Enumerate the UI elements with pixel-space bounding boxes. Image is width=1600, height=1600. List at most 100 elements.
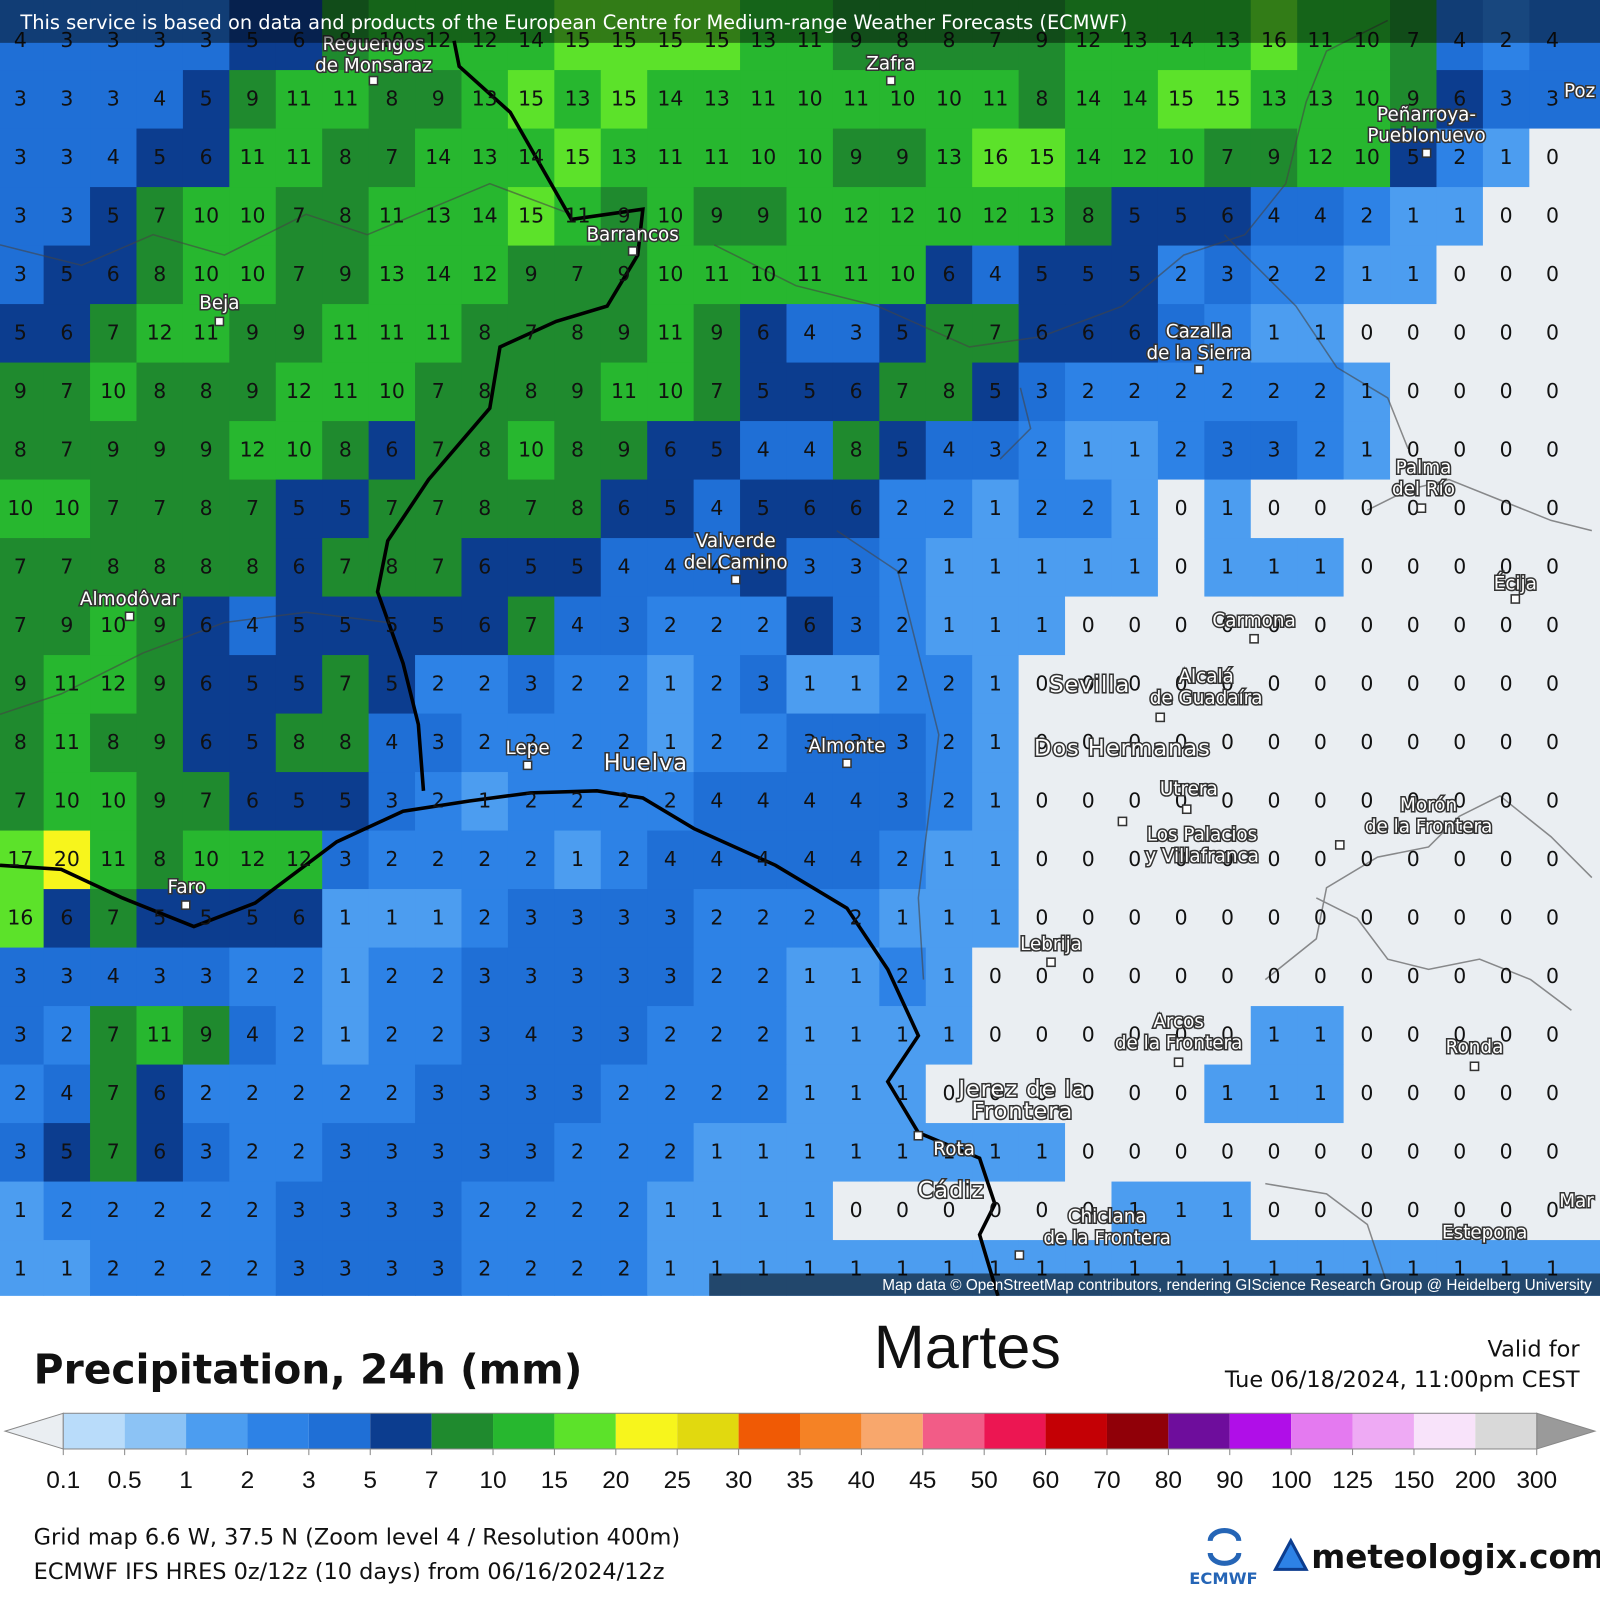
legend-box	[1229, 1413, 1292, 1449]
cell-value: 5	[292, 613, 305, 637]
cell-value: 2	[385, 1081, 398, 1105]
cell	[1065, 713, 1112, 773]
cell	[43, 479, 91, 539]
cell	[600, 1240, 648, 1296]
legend-label: 125	[1332, 1467, 1373, 1494]
cell-value: 10	[7, 496, 33, 520]
cell-value: 1	[803, 1022, 816, 1046]
cell	[925, 947, 973, 1007]
cell	[415, 128, 462, 188]
cell	[1204, 889, 1252, 949]
cell	[461, 713, 509, 773]
cell	[1297, 70, 1345, 130]
cell-value: 11	[332, 86, 358, 110]
cell-value: 3	[339, 1198, 352, 1222]
legend-box	[493, 1413, 555, 1449]
cell	[229, 772, 277, 832]
cell-value: 2	[617, 1198, 630, 1222]
cell	[0, 1006, 45, 1066]
cell	[1111, 479, 1159, 539]
place-label: de la Frontera	[1365, 817, 1493, 838]
cell	[368, 538, 416, 598]
place-dot	[842, 758, 852, 769]
cell-value: 0	[1500, 554, 1513, 578]
cell	[1529, 479, 1600, 539]
cell-value: 7	[107, 320, 120, 344]
cell	[368, 128, 416, 188]
cell	[972, 479, 1020, 539]
cell	[554, 713, 602, 773]
cell-value: 4	[989, 262, 1002, 286]
cell-value: 0	[1175, 847, 1188, 871]
cell	[1343, 1064, 1391, 1124]
cell-value: 3	[14, 262, 27, 286]
cell-value: 5	[246, 905, 259, 929]
legend: 0.1 0.5 1 2 3 5 7 10 15 20 25 30 35 40 45 50 60 70 80 90 100…	[3, 1412, 1597, 1494]
cell	[1157, 421, 1205, 481]
cell	[1343, 1006, 1391, 1066]
cell	[832, 1006, 880, 1066]
cell-value: 7	[60, 554, 73, 578]
cell	[1157, 70, 1205, 130]
cell-value: 2	[200, 1256, 213, 1280]
cell	[322, 772, 370, 832]
cell-value: 2	[710, 730, 723, 754]
cell-value: 9	[1035, 28, 1048, 52]
cell-value: 0	[1128, 1139, 1141, 1163]
cell-value: 11	[797, 262, 823, 286]
cell-value: 4	[617, 554, 630, 578]
cell	[43, 947, 91, 1007]
cell-value: 3	[60, 145, 73, 169]
place-label: Barrancos	[586, 225, 678, 246]
cell-value: 7	[200, 788, 213, 812]
cell-value: 1	[1500, 145, 1513, 169]
cell-value: 13	[936, 145, 962, 169]
cell	[0, 947, 45, 1007]
cell	[972, 596, 1020, 656]
cell-value: 2	[478, 1256, 491, 1280]
cell-value: 1	[803, 1081, 816, 1105]
cell	[322, 421, 370, 481]
place-dot	[124, 611, 135, 622]
legend-label: 2	[241, 1467, 255, 1494]
cell-value: 2	[1314, 379, 1327, 403]
cell	[879, 362, 927, 422]
cell-value: 10	[890, 86, 916, 110]
cell	[879, 1181, 927, 1241]
cell	[1529, 0, 1600, 71]
cell-value: 0	[896, 1198, 909, 1222]
legend-label: 200	[1455, 1467, 1496, 1494]
cell	[925, 655, 973, 715]
cell-value: 0	[1082, 671, 1095, 695]
cell	[832, 1123, 880, 1183]
cell	[740, 187, 787, 247]
cell-value: 1	[989, 788, 1002, 812]
cell	[368, 245, 416, 305]
cell	[461, 947, 509, 1007]
cell-value: 3	[850, 613, 863, 637]
cell	[1390, 304, 1437, 364]
cell-value: 8	[339, 28, 352, 52]
cell-value: 1	[1221, 554, 1234, 578]
place-dot	[885, 75, 896, 86]
cell-value: 14	[1075, 86, 1101, 110]
cell	[786, 421, 834, 481]
cell	[1157, 596, 1205, 656]
cell-value: 0	[1267, 847, 1280, 871]
cell	[322, 947, 370, 1007]
cell-value: 1	[14, 1256, 27, 1280]
cell	[1250, 479, 1298, 539]
cell	[879, 0, 927, 71]
cell-value: 3	[525, 1081, 538, 1105]
cell-value: 0	[1407, 964, 1420, 988]
cell-value: 6	[153, 1081, 166, 1105]
cell	[507, 245, 555, 305]
cell	[461, 128, 509, 188]
cell	[740, 538, 787, 598]
cell-value: 9	[60, 613, 73, 637]
place-label: Dos Hermanas	[1034, 735, 1211, 761]
cell-value: 1	[757, 1198, 770, 1222]
cell	[507, 947, 555, 1007]
cell	[368, 421, 416, 481]
cell-value: 7	[60, 437, 73, 461]
